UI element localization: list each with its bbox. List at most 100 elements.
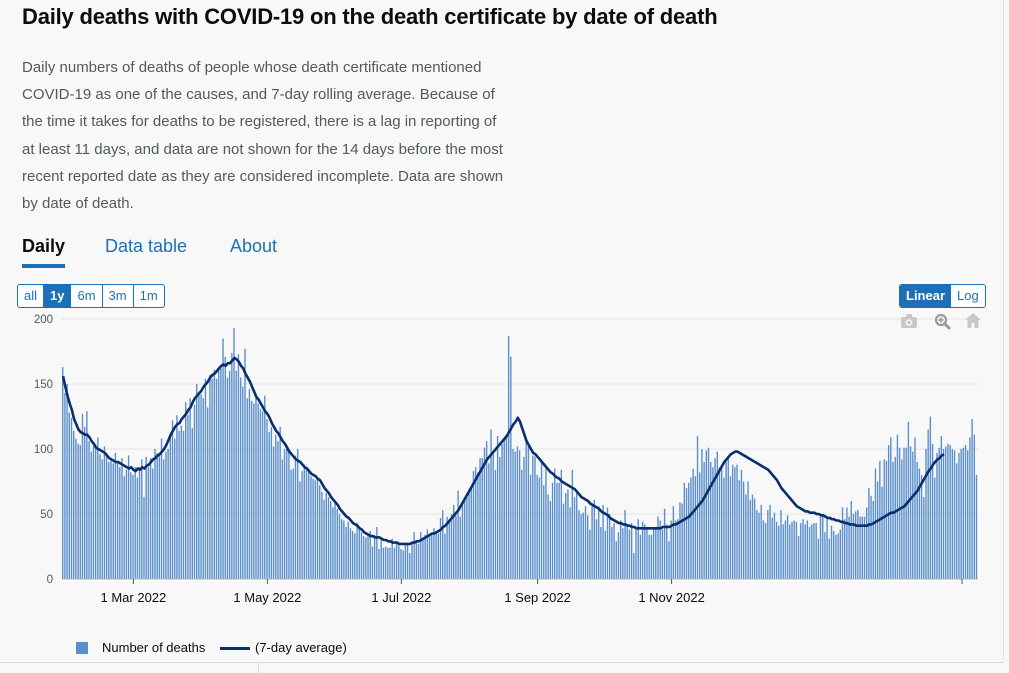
bar [595,519,598,579]
y-tick-label: 100 [34,444,53,456]
bar [898,447,901,579]
bar [349,528,352,579]
bar [354,533,356,579]
bar [545,465,547,579]
bar [382,547,385,579]
home-icon[interactable] [965,313,981,328]
bar [490,429,492,579]
bar [617,532,620,579]
bar [257,403,259,579]
bar [648,534,650,579]
bar [753,498,756,579]
bar [778,525,780,579]
bar [822,515,824,579]
bar [815,523,817,579]
bar [657,516,659,579]
bar [905,447,907,579]
bar [887,445,890,579]
tab-about[interactable]: About [230,236,278,256]
bar [94,445,97,579]
tab-daily[interactable]: Daily [22,236,66,256]
bar [101,459,103,579]
bar [956,463,958,579]
bar [556,482,558,579]
bar [936,452,938,579]
bar [215,378,218,579]
legend-bar-swatch [76,642,88,654]
bar [294,455,297,579]
bar [334,503,336,579]
bar-series [62,328,978,579]
bar [804,524,806,579]
bar [393,547,396,579]
bar [211,378,213,579]
bar [971,419,973,579]
bar [494,469,497,579]
bar [351,530,354,579]
bar [780,510,782,579]
bar [738,480,740,579]
bar [417,543,420,579]
tab-data-table[interactable]: Data table [105,236,188,256]
bar [108,462,110,579]
bar [789,524,791,579]
bar [261,411,264,579]
bar [518,450,521,579]
bar [639,534,642,579]
bar [433,528,435,579]
bar [103,446,106,579]
bar [589,529,591,579]
bar [710,462,712,579]
bar [138,467,141,579]
range-all-button[interactable]: all [18,285,45,307]
bar [275,434,277,579]
scale-linear-button[interactable]: Linear [900,285,952,307]
bar [797,536,800,579]
bar [455,515,457,579]
bar [523,456,525,579]
bar [646,527,648,579]
bar [659,520,661,579]
range-6m-button[interactable]: 6m [71,285,103,307]
bar [894,456,896,579]
bar [940,436,943,579]
bar [663,508,666,579]
range-1m-button[interactable]: 1m [139,288,158,303]
bar [633,553,635,579]
bar [538,477,541,579]
range-3m-button[interactable]: 3m [103,285,134,307]
bar [277,441,279,579]
bar [472,471,475,579]
bar [79,445,81,579]
camera-icon[interactable] [901,314,917,328]
bar [514,451,516,579]
bar [973,434,976,579]
scale-log-button[interactable]: Log [957,288,979,303]
bar [551,482,554,579]
bar [231,352,233,579]
range-1y-button[interactable]: 1y [44,285,72,307]
bar [420,532,422,579]
bar [811,524,813,579]
bar [606,507,609,579]
bar [969,437,971,579]
bar [569,507,571,579]
bar [457,490,459,579]
bar [848,516,850,579]
x-tick-label: 1 May 2022 [233,590,301,605]
bar [615,541,617,579]
bar [584,506,587,579]
bar [525,441,527,579]
bar [165,451,167,579]
bar [934,477,936,579]
zoom-icon[interactable] [934,313,951,330]
bar [171,420,174,579]
x-tick-label: 1 Nov 2022 [638,590,705,605]
bar [68,412,70,579]
bar [474,467,477,579]
bar [554,468,556,579]
bar [376,527,378,579]
bar [217,368,220,579]
bar [863,516,866,579]
bar [582,512,584,579]
